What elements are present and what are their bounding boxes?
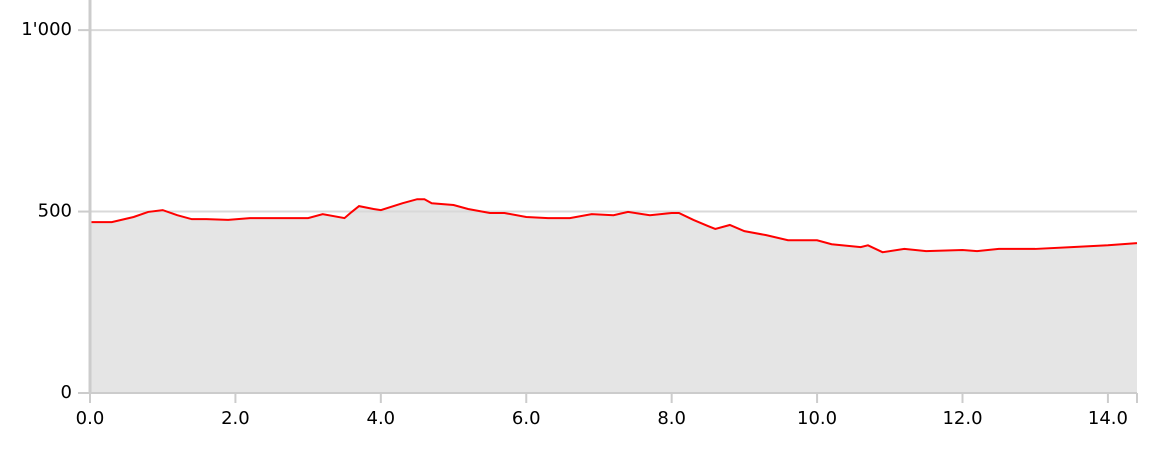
x-tick-label: 4.0 [367,408,396,429]
elevation-line [90,198,1138,254]
x-tick-label: 6.0 [512,408,541,429]
x-tick-label: 14.0 [1088,408,1128,429]
y-tick-label: 1'000 [21,19,72,40]
x-tick-label: 10.0 [797,408,837,429]
x-tick-label: 12.0 [942,408,982,429]
y-tick-label: 0 [61,382,72,403]
x-tick-label: 8.0 [657,408,686,429]
x-tick-label: 0.0 [76,408,105,429]
y-tick-label: 500 [38,201,72,222]
area-fill [90,199,1137,393]
x-tick-label: 2.0 [221,408,250,429]
